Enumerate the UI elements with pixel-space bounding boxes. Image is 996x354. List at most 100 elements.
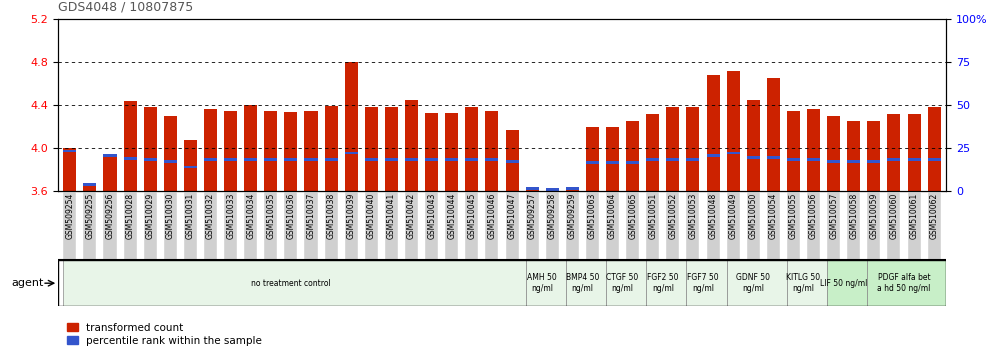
Bar [244,191,257,260]
Bar [163,116,177,191]
Text: GSM510055: GSM510055 [789,193,798,239]
Text: KITLG 50
ng/ml: KITLG 50 ng/ml [787,274,821,293]
Bar [848,191,861,260]
Bar [807,191,820,260]
Text: GSM510052: GSM510052 [668,193,677,239]
Bar [526,188,539,191]
Bar [787,111,800,191]
Bar [84,183,97,191]
Bar [264,111,277,191]
Bar [325,107,338,191]
Bar [927,191,940,260]
Bar [124,101,136,191]
Bar [646,158,659,161]
Bar [546,188,559,191]
Text: agent: agent [11,278,44,288]
Bar [143,108,156,191]
Bar [143,158,156,161]
Bar [868,160,880,163]
Bar [64,148,77,191]
Bar [84,191,97,260]
Bar [586,127,599,191]
Text: GSM510054: GSM510054 [769,193,778,239]
Bar [325,158,338,161]
Text: GSM510061: GSM510061 [909,193,918,239]
Bar [887,191,900,260]
Bar [666,108,679,191]
Bar [405,191,418,260]
Legend: transformed count, percentile rank within the sample: transformed count, percentile rank withi… [63,319,266,350]
Bar [727,260,787,306]
Bar [445,191,458,260]
Bar [626,161,639,164]
Bar [666,158,679,161]
Bar [305,191,318,260]
Bar [325,191,338,260]
Bar [345,152,358,154]
Bar [425,191,438,260]
Text: no treatment control: no treatment control [251,279,331,288]
Bar [244,158,257,161]
Bar [827,116,841,191]
Text: GSM510036: GSM510036 [287,193,296,239]
Bar [204,158,217,161]
Bar [646,114,659,191]
Text: GSM510037: GSM510037 [307,193,316,239]
Bar [606,191,620,260]
Bar [104,154,117,191]
Bar [606,127,620,191]
Text: GSM510053: GSM510053 [688,193,697,239]
Bar [686,108,699,191]
Bar [305,111,318,191]
Bar [767,191,780,260]
Bar [445,158,458,161]
Text: FGF7 50
ng/ml: FGF7 50 ng/ml [687,274,719,293]
Bar [546,191,559,260]
Text: GSM510029: GSM510029 [145,193,154,239]
Bar [104,154,117,156]
Bar [163,191,177,260]
Text: GSM510049: GSM510049 [729,193,738,239]
Bar [224,158,237,161]
Text: GSM509258: GSM509258 [548,193,557,239]
Bar [747,156,760,159]
Bar [706,154,719,156]
Text: GSM510056: GSM510056 [809,193,818,239]
Bar [184,191,197,260]
Bar [465,158,478,161]
Bar [666,191,679,260]
Bar [305,158,318,161]
Text: GSM510045: GSM510045 [467,193,476,239]
Bar [485,111,498,191]
Bar [526,187,539,190]
Bar [224,111,237,191]
Bar [485,191,498,260]
Bar [64,150,77,152]
Bar [747,191,760,260]
Bar [143,191,156,260]
Text: GDNF 50
ng/ml: GDNF 50 ng/ml [736,274,770,293]
Text: GSM510058: GSM510058 [850,193,859,239]
Bar [405,100,418,191]
Bar [827,191,841,260]
Text: GSM510035: GSM510035 [266,193,275,239]
Bar [606,161,620,164]
Bar [848,121,861,191]
Text: FGF2 50
ng/ml: FGF2 50 ng/ml [647,274,678,293]
Bar [64,260,526,306]
Text: LIF 50 ng/ml: LIF 50 ng/ml [820,279,868,288]
Bar [485,158,498,161]
Bar [868,121,880,191]
Bar [706,75,719,191]
Bar [445,113,458,191]
Bar [606,260,646,306]
Bar [204,191,217,260]
Bar [907,158,920,161]
Bar [384,108,398,191]
Bar [827,160,841,163]
Bar [526,191,539,260]
Bar [204,109,217,191]
Bar [405,158,418,161]
Bar [868,260,948,306]
Bar [465,191,478,260]
